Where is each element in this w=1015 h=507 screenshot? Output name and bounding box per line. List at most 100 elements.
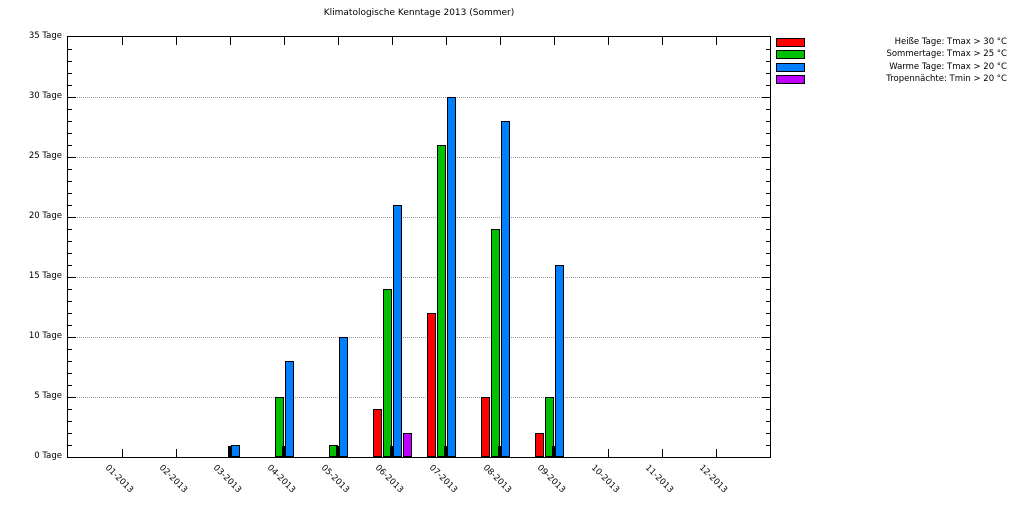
y-tick-right-22	[766, 193, 770, 194]
y-tick-left-6	[68, 385, 72, 386]
y-tick-right-32	[766, 73, 770, 74]
y-tick-right-2	[766, 433, 770, 434]
y-axis-label-25: 25 Tage	[28, 151, 62, 161]
y-tick-right-7	[766, 373, 770, 374]
x-tick-top-11-2013	[662, 37, 663, 45]
bar-07-2013-series3	[447, 97, 456, 457]
y-tick-left-11	[68, 325, 72, 326]
y-tick-right-23	[766, 181, 770, 182]
x-axis-label-02-2013: 02-2013	[156, 463, 190, 496]
y-axis-label-30: 30 Tage	[28, 91, 62, 101]
y-tick-left-17	[68, 253, 72, 254]
legend-label-series4: Tropennächte: Tmin > 20 °C	[886, 74, 1007, 84]
gridline-30	[68, 97, 770, 98]
y-tick-left-2	[68, 433, 72, 434]
y-tick-left-18	[68, 241, 72, 242]
x-tick-top-09-2013	[554, 37, 555, 45]
y-tick-right-10	[762, 337, 770, 338]
x-tick-top-01-2013	[122, 37, 123, 45]
y-tick-right-28	[766, 121, 770, 122]
y-tick-right-20	[762, 217, 770, 218]
bar-09-2013-series3	[555, 265, 564, 457]
plot-area	[67, 36, 771, 458]
bar-shadow-08-2013	[498, 446, 503, 457]
y-tick-left-20	[68, 217, 76, 218]
y-tick-left-7	[68, 373, 72, 374]
bar-04-2013-series2	[275, 397, 284, 457]
bar-06-2013-series4	[403, 433, 412, 457]
y-tick-right-25	[762, 157, 770, 158]
x-tick-bottom-12-2013	[716, 449, 717, 457]
bar-07-2013-series1	[427, 313, 436, 457]
y-tick-right-15	[762, 277, 770, 278]
y-tick-right-6	[766, 385, 770, 386]
bar-07-2013-series2	[437, 145, 446, 457]
x-axis-label-06-2013: 06-2013	[372, 463, 406, 496]
bar-03-2013-series3	[231, 445, 240, 457]
y-tick-right-34	[766, 49, 770, 50]
bar-04-2013-series3	[285, 361, 294, 457]
y-tick-left-31	[68, 85, 72, 86]
x-tick-top-10-2013	[608, 37, 609, 45]
y-tick-left-4	[68, 409, 72, 410]
x-tick-bottom-02-2013	[176, 449, 177, 457]
y-axis-label-35: 35 Tage	[28, 31, 62, 41]
bar-08-2013-series3	[501, 121, 510, 457]
y-tick-right-4	[766, 409, 770, 410]
y-tick-right-30	[762, 97, 770, 98]
gridline-25	[68, 157, 770, 158]
gridline-10	[68, 337, 770, 338]
legend-label-series2: Sommertage: Tmax > 25 °C	[886, 49, 1007, 59]
y-tick-right-21	[766, 205, 770, 206]
y-tick-left-27	[68, 133, 72, 134]
x-axis-label-12-2013: 12-2013	[696, 463, 730, 496]
y-tick-left-5	[68, 397, 76, 398]
bar-shadow-04-2013	[282, 446, 287, 457]
y-tick-right-11	[766, 325, 770, 326]
x-axis-label-05-2013: 05-2013	[318, 463, 352, 496]
x-tick-top-02-2013	[176, 37, 177, 45]
y-tick-right-14	[766, 289, 770, 290]
x-tick-top-07-2013	[446, 37, 447, 45]
bar-shadow-06-2013	[390, 446, 395, 457]
legend-swatch-series1	[776, 38, 805, 47]
bar-09-2013-series2	[545, 397, 554, 457]
y-tick-right-26	[766, 145, 770, 146]
x-axis-label-09-2013: 09-2013	[534, 463, 568, 496]
y-tick-right-24	[766, 169, 770, 170]
legend-label-series1: Heiße Tage: Tmax > 30 °C	[894, 37, 1007, 47]
y-tick-right-17	[766, 253, 770, 254]
y-tick-right-18	[766, 241, 770, 242]
y-tick-right-31	[766, 85, 770, 86]
x-axis-label-07-2013: 07-2013	[426, 463, 460, 496]
y-tick-right-3	[766, 421, 770, 422]
x-tick-top-12-2013	[716, 37, 717, 45]
y-tick-right-9	[766, 349, 770, 350]
y-tick-left-13	[68, 301, 72, 302]
y-axis-label-0: 0 Tage	[34, 451, 62, 461]
gridline-15	[68, 277, 770, 278]
y-tick-right-8	[766, 361, 770, 362]
x-tick-bottom-11-2013	[662, 449, 663, 457]
x-axis-label-04-2013: 04-2013	[264, 463, 298, 496]
y-tick-left-29	[68, 109, 72, 110]
legend-swatch-series2	[776, 50, 805, 59]
x-tick-top-05-2013	[338, 37, 339, 45]
bar-09-2013-series1	[535, 433, 544, 457]
y-tick-left-19	[68, 229, 72, 230]
y-tick-left-21	[68, 205, 72, 206]
y-axis-label-5: 5 Tage	[34, 391, 62, 401]
y-tick-right-16	[766, 265, 770, 266]
y-tick-left-15	[68, 277, 76, 278]
bar-shadow-05-2013	[336, 446, 341, 457]
x-tick-bottom-01-2013	[122, 449, 123, 457]
y-tick-left-14	[68, 289, 72, 290]
y-tick-left-1	[68, 445, 72, 446]
y-tick-left-34	[68, 49, 72, 50]
y-tick-left-23	[68, 181, 72, 182]
bar-shadow-09-2013	[552, 446, 557, 457]
y-tick-left-22	[68, 193, 72, 194]
x-tick-top-06-2013	[392, 37, 393, 45]
bar-05-2013-series3	[339, 337, 348, 457]
